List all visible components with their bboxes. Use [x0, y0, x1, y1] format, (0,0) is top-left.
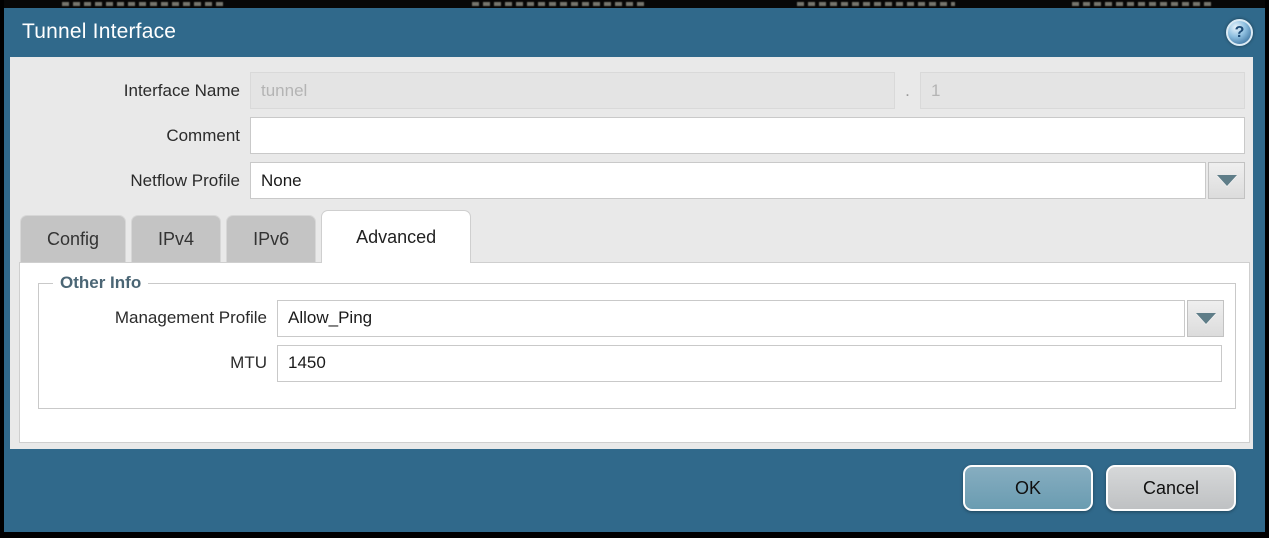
management-profile-row: Management Profile Allow_Ping: [47, 299, 1224, 337]
management-profile-label: Management Profile: [114, 308, 267, 327]
advanced-tab-panel: Other Info Management Profile Allow_Ping…: [19, 262, 1250, 443]
ok-button[interactable]: OK: [963, 465, 1093, 511]
mtu-input[interactable]: [277, 344, 1222, 382]
chevron-down-icon: [1216, 175, 1237, 186]
background-text-fragment: [62, 2, 227, 6]
interface-name-separator: .: [905, 80, 910, 100]
management-profile-dropdown-button[interactable]: [1187, 299, 1224, 337]
interface-name-input: [250, 72, 895, 109]
comment-input[interactable]: [250, 117, 1245, 154]
comment-row: Comment: [10, 117, 1253, 154]
tab-ipv6[interactable]: IPv6: [226, 215, 317, 262]
interface-unit-input: [920, 72, 1245, 109]
dialog-title: Tunnel Interface: [22, 20, 177, 43]
tab-ipv4[interactable]: IPv4: [131, 215, 222, 262]
background-text-fragment: [1072, 2, 1212, 6]
management-profile-value: Allow_Ping: [277, 299, 1185, 337]
chevron-down-icon: [1195, 312, 1216, 324]
netflow-profile-label: Netflow Profile: [130, 170, 240, 190]
background-text-fragment: [797, 2, 955, 6]
comment-label: Comment: [166, 125, 240, 145]
interface-name-label: Interface Name: [123, 80, 240, 100]
management-profile-dropdown[interactable]: Allow_Ping: [277, 299, 1224, 337]
netflow-profile-dropdown[interactable]: None: [250, 162, 1245, 199]
netflow-profile-row: Netflow Profile None: [10, 162, 1253, 199]
background-page-strip: [4, 0, 1265, 8]
tab-advanced[interactable]: Advanced: [321, 210, 472, 263]
interface-name-row: Interface Name .: [10, 72, 1253, 109]
help-icon[interactable]: ?: [1226, 19, 1253, 46]
tab-bar: Config IPv4 IPv6 Advanced: [20, 210, 1253, 263]
background-text-fragment: [472, 2, 644, 6]
dialog-body: Interface Name . Comment Netflow Profile…: [10, 57, 1253, 449]
cancel-button[interactable]: Cancel: [1106, 465, 1236, 511]
tab-config[interactable]: Config: [20, 215, 127, 262]
netflow-profile-dropdown-button[interactable]: [1208, 162, 1245, 199]
mtu-label: MTU: [230, 353, 267, 372]
other-info-legend: Other Info: [60, 273, 142, 292]
help-glyph: ?: [1234, 23, 1245, 41]
mtu-row: MTU: [47, 344, 1223, 382]
other-info-group: Other Info Management Profile Allow_Ping…: [38, 273, 1236, 409]
netflow-profile-value: None: [250, 162, 1206, 199]
